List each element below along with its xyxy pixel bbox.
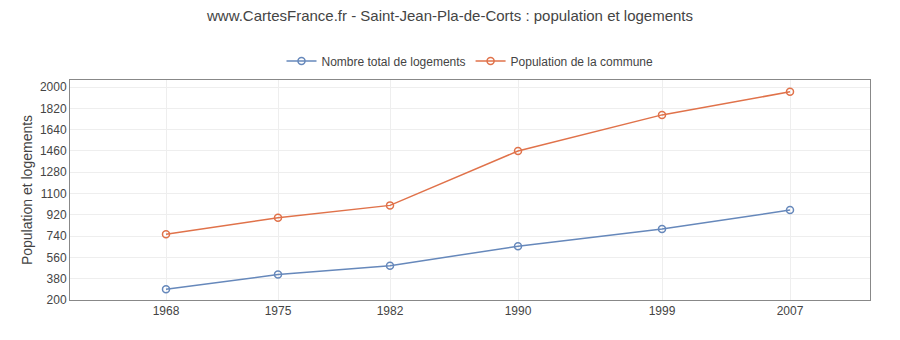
- svg-text:920: 920: [47, 208, 67, 222]
- svg-text:740: 740: [47, 229, 67, 243]
- svg-text:1280: 1280: [40, 165, 67, 179]
- svg-text:Population et logements: Population et logements: [19, 115, 35, 265]
- svg-text:1100: 1100: [41, 187, 67, 201]
- svg-text:1982: 1982: [377, 304, 404, 318]
- svg-text:1975: 1975: [265, 304, 292, 318]
- svg-text:1990: 1990: [505, 304, 532, 318]
- svg-text:Nombre total de logements: Nombre total de logements: [322, 55, 466, 69]
- svg-text:560: 560: [47, 251, 67, 265]
- svg-text:1460: 1460: [40, 144, 67, 158]
- svg-text:www.CartesFrance.fr - Saint-Je: www.CartesFrance.fr - Saint-Jean-Pla-de-…: [206, 7, 693, 24]
- svg-text:2007: 2007: [777, 304, 804, 318]
- svg-text:2000: 2000: [40, 80, 67, 94]
- svg-text:1999: 1999: [649, 304, 676, 318]
- svg-text:200: 200: [47, 293, 67, 307]
- svg-text:Population de la commune: Population de la commune: [511, 55, 653, 69]
- svg-text:380: 380: [47, 272, 67, 286]
- svg-text:1640: 1640: [40, 123, 67, 137]
- svg-text:1820: 1820: [40, 102, 67, 116]
- svg-text:1968: 1968: [153, 304, 180, 318]
